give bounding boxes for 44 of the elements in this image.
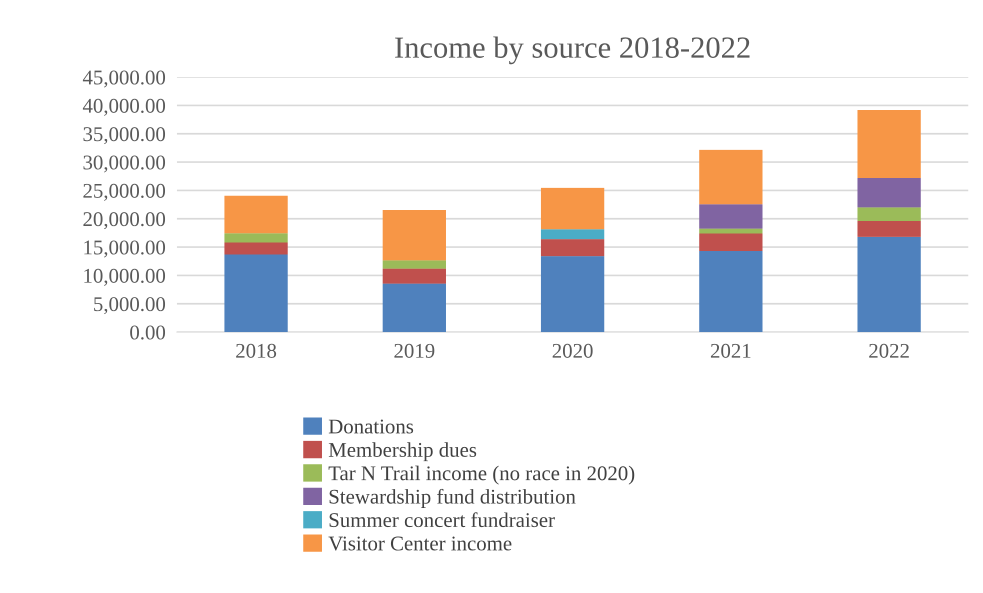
legend-label: Stewardship fund distribution (330, 488, 576, 508)
x-tick-label: 2021 (710, 344, 750, 358)
bar (382, 210, 446, 260)
bar (857, 221, 921, 237)
bar (224, 196, 288, 234)
bar (224, 254, 288, 332)
bar (699, 204, 763, 229)
y-tick-label: 0.00 (130, 325, 166, 340)
legend-label: Membership dues (328, 442, 476, 462)
y-tick-label: 25,000.00 (83, 184, 166, 201)
y-tick-label: 35,000.00 (83, 127, 166, 144)
legend-label: Visitor Center income (328, 536, 512, 551)
y-tick-label: 20,000.00 (83, 212, 166, 230)
bar (540, 229, 604, 240)
y-tick-label: 45,000.00 (82, 70, 166, 88)
x-tick-label: 2022 (869, 344, 909, 358)
bar (540, 239, 604, 256)
x-tick-label: 2019 (394, 344, 434, 358)
bar (224, 242, 288, 254)
bar (699, 228, 763, 234)
y-tick-label: 40,000.00 (82, 98, 166, 116)
bar (857, 207, 921, 222)
bar (382, 268, 446, 284)
bar (540, 256, 604, 332)
bar (382, 260, 446, 269)
bar (540, 188, 604, 230)
bar (699, 150, 763, 204)
y-tick-label: 15,000.00 (84, 240, 166, 258)
legend-label: Summer concert fundraiser (330, 512, 555, 528)
legend-label: Donations (328, 420, 414, 434)
x-tick-label: 2018 (236, 344, 276, 358)
y-tick-label: 30,000.00 (83, 155, 166, 173)
y-tick-label: 10,000.00 (84, 268, 166, 286)
bar (699, 233, 763, 252)
legend-label: Tar N Trail income (no race in 2020) (328, 466, 634, 485)
bar (857, 236, 921, 332)
bar (382, 284, 446, 332)
chart-title: Income by source 2018-2022 (395, 36, 750, 64)
y-tick-label: 5,000.00 (94, 297, 166, 314)
bar (857, 110, 921, 178)
bar (699, 251, 763, 332)
bar (857, 178, 921, 208)
bar (224, 233, 288, 243)
x-tick-label: 2020 (552, 344, 593, 358)
